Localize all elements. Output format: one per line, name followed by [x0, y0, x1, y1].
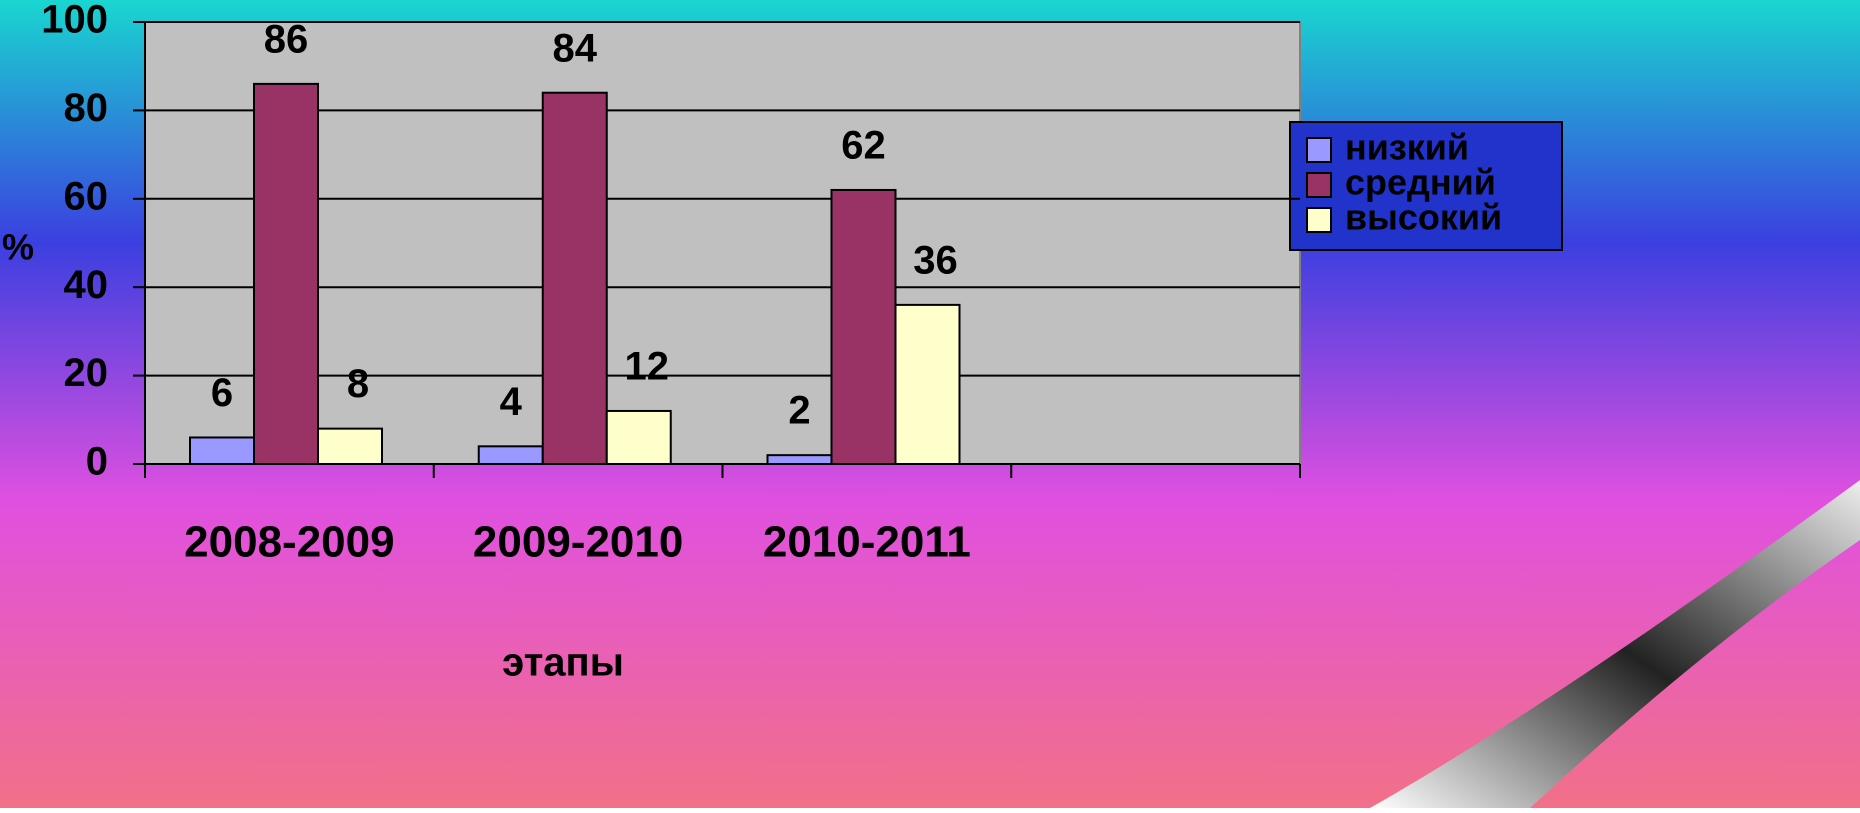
- data-label: 2: [788, 389, 810, 433]
- bar: [607, 411, 671, 464]
- chart: % этапы 0 20 40 60 80 100 2008-2009 6 86 8 2009-20…: [0, 0, 1860, 808]
- bar: [479, 446, 543, 464]
- data-label: 6: [211, 371, 233, 415]
- bar: [832, 190, 896, 464]
- data-label: 84: [553, 26, 598, 70]
- legend-swatch: [1307, 138, 1331, 162]
- x-tick-label: 2008-2009: [184, 518, 394, 567]
- bar: [190, 437, 254, 464]
- y-tick-label: 0: [86, 440, 108, 484]
- data-label: 62: [841, 124, 886, 168]
- data-label: 86: [264, 17, 309, 61]
- data-label: 36: [913, 238, 958, 282]
- x-tick-label: 2010-2011: [763, 518, 971, 567]
- legend-swatch: [1307, 173, 1331, 197]
- x-tick-label: 2009-2010: [473, 518, 683, 567]
- data-label: 8: [347, 362, 369, 406]
- y-tick-label: 100: [41, 0, 108, 42]
- bar: [896, 305, 960, 464]
- legend-label: высокий: [1345, 197, 1502, 238]
- data-label: 12: [625, 345, 670, 389]
- y-tick-label: 40: [64, 263, 109, 307]
- y-tick-label: 60: [64, 174, 109, 218]
- bar: [318, 429, 382, 464]
- bar: [254, 84, 318, 464]
- data-label: 4: [500, 380, 523, 424]
- bar: [768, 455, 832, 464]
- legend-swatch: [1307, 208, 1331, 232]
- bar: [543, 93, 607, 464]
- x-axis-title: этапы: [502, 641, 624, 685]
- y-tick-label: 20: [64, 351, 109, 395]
- page: % этапы 0 20 40 60 80 100 2008-2009 6 86 8 2009-20…: [0, 0, 1860, 808]
- y-axis-title: %: [2, 227, 34, 268]
- y-tick-label: 80: [64, 86, 109, 130]
